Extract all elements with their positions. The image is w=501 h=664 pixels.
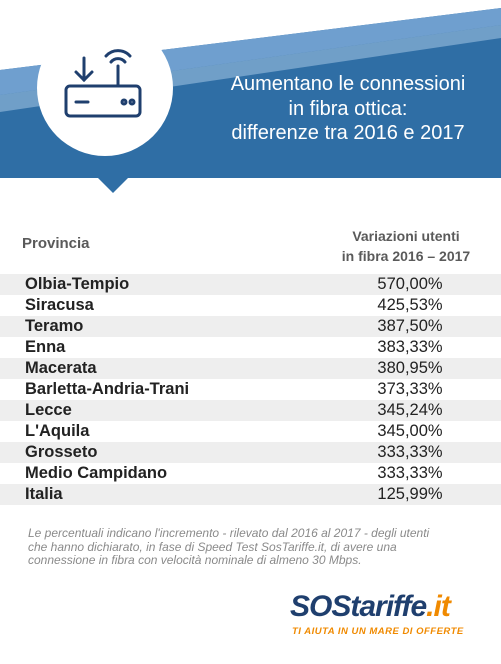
table-row: Siracusa 425,53%	[0, 295, 501, 316]
logo-part: .it	[426, 590, 451, 623]
table-row: Italia 125,99%	[0, 484, 501, 505]
percentage: 380,95%	[377, 359, 443, 377]
title-line: Aumentano le connessioni	[230, 73, 466, 95]
province: Olbia-Tempio	[25, 275, 130, 293]
title: Aumentano le connessioni in fibra ottica:…	[200, 72, 496, 146]
footnote-line: che hanno dichiarato, in fase di Speed T…	[28, 539, 397, 554]
banner	[0, 0, 501, 193]
logo-part: tariffe	[350, 590, 427, 623]
footnote-line: connessione in fibra con velocità nomina…	[28, 553, 362, 567]
tagline: TI AIUTA IN UN MARE DI OFFERTE	[292, 626, 464, 637]
province: Medio Campidano	[25, 464, 168, 482]
province: Macerata	[25, 359, 97, 377]
table-row: Lecce 345,24%	[0, 400, 501, 421]
percentage: 387,50%	[377, 317, 443, 335]
percentage: 345,24%	[377, 401, 443, 419]
province: Barletta-Andria-Trani	[25, 380, 190, 398]
province: Enna	[25, 338, 66, 356]
footnote-line: Le percentuali indicano l'incremento - r…	[28, 526, 430, 540]
table-row: Medio Campidano 333,33%	[0, 463, 501, 484]
table-row: Macerata 380,95%	[0, 358, 501, 379]
table-row: L'Aquila 345,00%	[0, 421, 501, 442]
table-row: Barletta-Andria-Trani 373,33%	[0, 379, 501, 400]
percentage: 345,00%	[377, 422, 443, 440]
router-icon	[64, 49, 142, 118]
table-row: Olbia-Tempio 570,00%	[0, 274, 501, 295]
table-row: Enna 383,33%	[0, 337, 501, 358]
province: Grosseto	[25, 443, 98, 461]
title-line: differenze tra 2016 e 2017	[231, 122, 465, 144]
percentage: 333,33%	[377, 443, 443, 461]
percentage: 570,00%	[377, 275, 443, 293]
logo-part: SOS	[290, 590, 351, 623]
percentage: 333,33%	[377, 464, 443, 482]
province: Teramo	[25, 317, 84, 335]
percentage: 425,53%	[377, 296, 443, 314]
footnote: Le percentuali indicano l'incremento - r…	[28, 526, 478, 568]
province: Siracusa	[25, 296, 94, 314]
table-row: Grosseto 333,33%	[0, 442, 501, 463]
column-header: Provincia	[22, 235, 90, 252]
table-body: Olbia-Tempio 570,00% Siracusa 425,53% Teramo…	[0, 274, 501, 505]
icon-circle	[37, 20, 173, 156]
percentage: 383,33%	[377, 338, 443, 356]
column-header-line: in fibra 2016 – 2017	[341, 248, 471, 264]
column-header-line: Variazioni utenti	[352, 228, 460, 244]
province: Italia	[25, 485, 63, 503]
province: Lecce	[25, 401, 72, 419]
pointer	[98, 178, 128, 193]
column-header: Variazioni utenti in fibra 2016 – 2017	[316, 226, 496, 266]
table-row: Teramo 387,50%	[0, 316, 501, 337]
province: L'Aquila	[25, 422, 90, 440]
percentage: 373,33%	[377, 380, 443, 398]
title-line: in fibra ottica:	[288, 97, 408, 120]
percentage: 125,99%	[377, 485, 443, 503]
logo: SOStariffe.it	[290, 590, 451, 624]
